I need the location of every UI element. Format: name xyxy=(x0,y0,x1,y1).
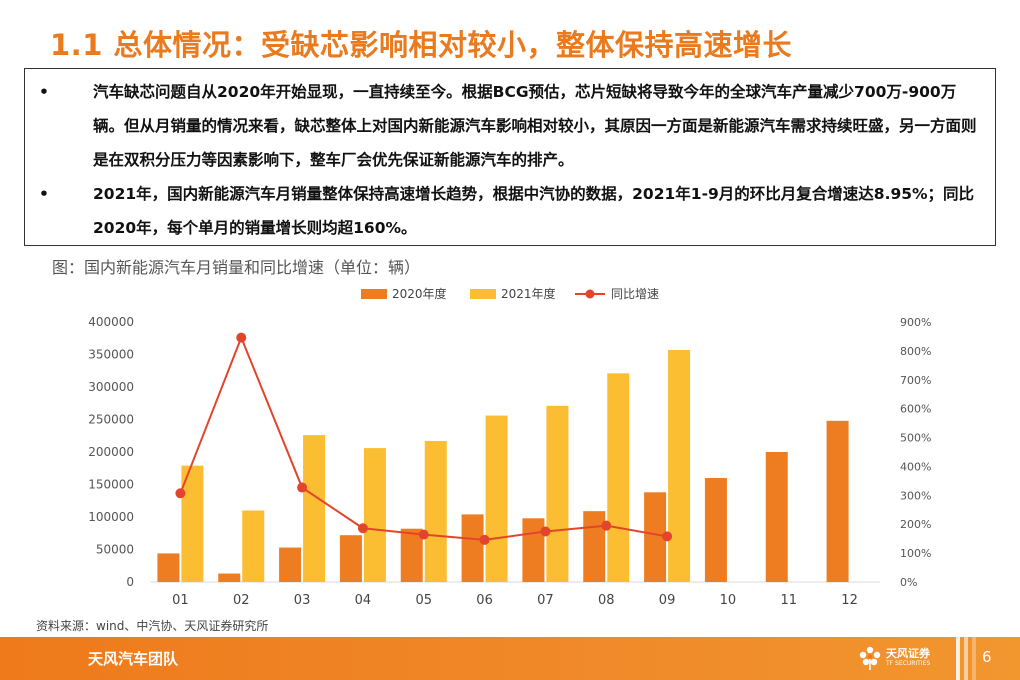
x-tick-label: 10 xyxy=(720,593,737,608)
bar-2020 xyxy=(522,518,545,582)
y-right-tick-label: 600% xyxy=(900,403,931,416)
legend-swatch-2020 xyxy=(361,289,387,299)
flower-logo-icon xyxy=(859,646,881,670)
y-left-tick-label: 50000 xyxy=(96,543,134,557)
y-right-tick-label: 800% xyxy=(900,345,931,358)
yoy-point xyxy=(418,529,429,540)
bullet-text: 汽车缺芯问题自从2020年开始显现，一直持续至今。根据BCG预估，芯片短缺将导致… xyxy=(93,83,977,169)
bar-2020 xyxy=(826,420,849,582)
bullet-item: • 2021年，国内新能源汽车月销量整体保持高速增长趋势，根据中汽协的数据，20… xyxy=(39,177,987,245)
yoy-line xyxy=(179,334,668,541)
logo-name: 天风证券 xyxy=(886,647,930,660)
legend-swatch-2021 xyxy=(470,289,496,299)
yoy-point xyxy=(540,526,551,537)
yoy-point xyxy=(175,488,186,499)
y-left-tick-label: 300000 xyxy=(88,380,134,394)
bar-2020 xyxy=(704,478,727,582)
bar-2021 xyxy=(363,448,386,582)
x-tick-label: 01 xyxy=(172,593,189,608)
yoy-point xyxy=(297,482,308,493)
bar-2020 xyxy=(218,573,241,582)
y-left-tick-label: 0 xyxy=(126,575,134,589)
bar-2020 xyxy=(339,535,362,582)
logo-subtitle: TF SECURITIES xyxy=(886,660,931,667)
yoy-point xyxy=(662,531,673,542)
y-left-tick-label: 350000 xyxy=(88,348,134,362)
y-right-tick-label: 100% xyxy=(900,547,931,560)
bar-2021 xyxy=(424,440,447,582)
bar-2021 xyxy=(485,415,508,582)
bar-2021 xyxy=(242,510,265,582)
legend-label-yoy: 同比增速 xyxy=(611,287,659,301)
bullet-marker: • xyxy=(39,185,49,203)
page-number: 6 xyxy=(982,648,992,666)
x-tick-label: 05 xyxy=(415,593,432,608)
figure-caption: 图：国内新能源汽车月销量和同比增速（单位：辆） xyxy=(52,258,421,277)
x-tick-label: 08 xyxy=(598,593,615,608)
x-tick-label: 11 xyxy=(780,593,797,608)
y-left-tick-label: 150000 xyxy=(88,478,134,492)
bar-2021 xyxy=(303,435,326,582)
y-right-tick-label: 400% xyxy=(900,460,931,473)
bar-2020 xyxy=(400,528,423,582)
footer-bar: 天风汽车团队 天风证券 TF SECURITIES 6 xyxy=(0,637,1020,680)
legend-label-2020: 2020年度 xyxy=(392,286,447,301)
y-left-tick-label: 400000 xyxy=(88,315,134,329)
bar-2020 xyxy=(583,511,606,582)
footer-team-name: 天风汽车团队 xyxy=(88,650,179,668)
yoy-point xyxy=(479,534,490,545)
legend-label-2021: 2021年度 xyxy=(501,286,556,301)
y-right-tick-label: 0% xyxy=(900,576,917,589)
bar-2021 xyxy=(668,349,691,582)
bullet-marker: • xyxy=(39,83,49,101)
y-right-tick-label: 500% xyxy=(900,432,931,445)
summary-box: • 汽车缺芯问题自从2020年开始显现，一直持续至今。根据BCG预估，芯片短缺将… xyxy=(24,68,996,246)
y-right-tick-label: 900% xyxy=(900,316,931,329)
x-tick-label: 07 xyxy=(537,593,554,608)
y-left-tick-label: 100000 xyxy=(88,510,134,524)
bar-2020 xyxy=(461,514,484,582)
y-right-tick-label: 700% xyxy=(900,374,931,387)
bullet-text: 2021年，国内新能源汽车月销量整体保持高速增长趋势，根据中汽协的数据，2021… xyxy=(93,185,975,237)
footer-decoration xyxy=(956,637,976,680)
y-right-tick-label: 200% xyxy=(900,518,931,531)
bar-2021 xyxy=(546,405,569,582)
yoy-point xyxy=(357,523,368,534)
bar-2020 xyxy=(765,452,788,582)
slide-title: 1.1 总体情况：受缺芯影响相对较小，整体保持高速增长 xyxy=(50,28,792,62)
y-left-tick-label: 200000 xyxy=(88,445,134,459)
bar-2020 xyxy=(279,547,302,582)
bar-2021 xyxy=(607,373,630,582)
x-tick-label: 12 xyxy=(841,593,858,608)
legend-marker-yoy xyxy=(585,289,595,299)
bullet-item: • 汽车缺芯问题自从2020年开始显现，一直持续至今。根据BCG预估，芯片短缺将… xyxy=(39,75,987,177)
bar-2021 xyxy=(181,465,204,582)
yoy-point xyxy=(236,332,247,343)
x-tick-label: 06 xyxy=(476,593,493,608)
x-tick-label: 04 xyxy=(355,593,372,608)
bar-2020 xyxy=(157,553,180,582)
x-tick-label: 02 xyxy=(233,593,250,608)
company-logo: 天风证券 TF SECURITIES xyxy=(858,643,948,675)
bar-2020 xyxy=(644,492,667,582)
x-tick-label: 09 xyxy=(659,593,676,608)
source-note: 资料来源：wind、中汽协、天风证券研究所 xyxy=(36,619,269,633)
y-left-tick-label: 250000 xyxy=(88,413,134,427)
yoy-point xyxy=(601,520,612,531)
y-right-tick-label: 300% xyxy=(900,489,931,502)
sales-yoy-chart: 0 50000 100000 150000 200000 250000 300000 3500… xyxy=(88,286,931,608)
x-tick-label: 03 xyxy=(294,593,311,608)
